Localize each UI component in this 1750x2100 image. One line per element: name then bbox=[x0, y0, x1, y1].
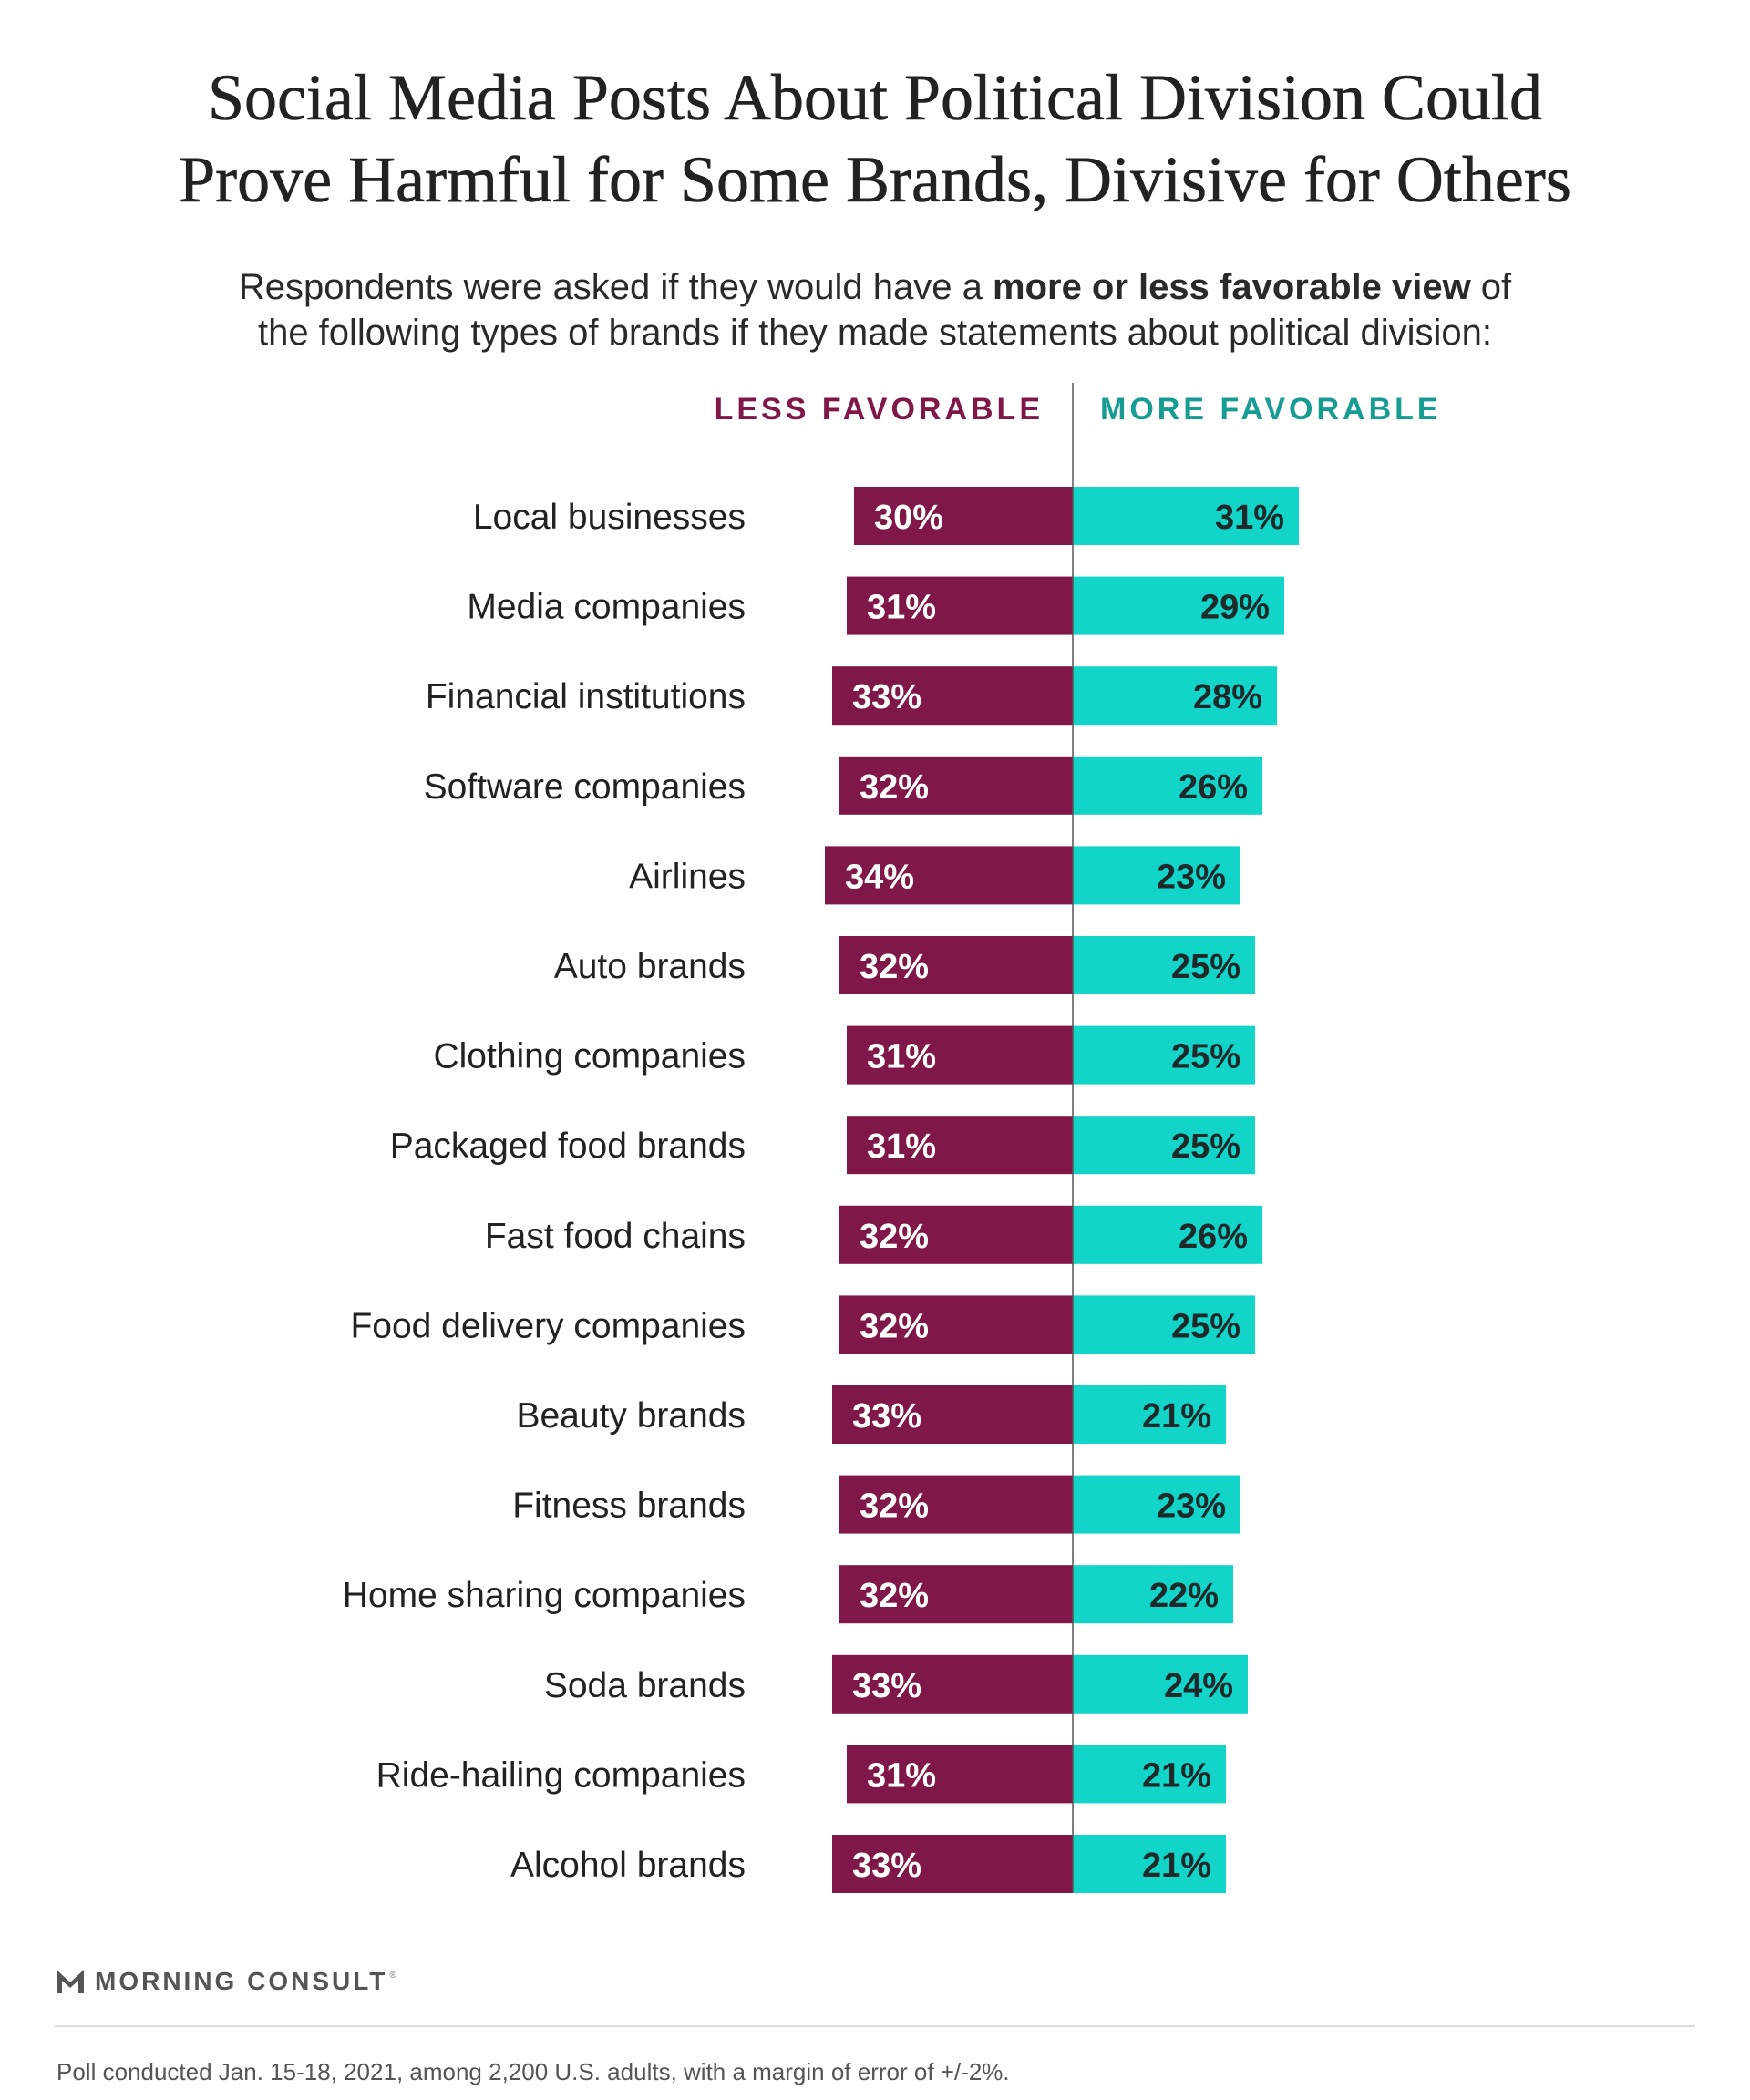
bar-more-favorable bbox=[1073, 1295, 1255, 1354]
subtitle-bold-text: more or less favorable view bbox=[993, 267, 1471, 307]
data-label-less-favorable: 33% bbox=[852, 1397, 921, 1436]
chart-title: Social Media Posts About Political Divis… bbox=[0, 57, 1750, 221]
bar-more-favorable bbox=[1073, 1205, 1262, 1264]
data-label-more-favorable: 25% bbox=[1171, 1127, 1240, 1166]
category-label: Airlines bbox=[629, 857, 746, 896]
data-label-more-favorable: 21% bbox=[1142, 1847, 1211, 1885]
legend-less-favorable: LESS FAVORABLE bbox=[715, 392, 1044, 427]
bar-more-favorable bbox=[1073, 1385, 1226, 1444]
category-label: Clothing companies bbox=[433, 1037, 746, 1076]
data-label-more-favorable: 21% bbox=[1142, 1756, 1211, 1795]
bar-more-favorable bbox=[1073, 936, 1255, 994]
data-label-more-favorable: 29% bbox=[1200, 589, 1270, 627]
bar-more-favorable bbox=[1073, 846, 1240, 905]
subtitle-line-2: the following types of brands if they ma… bbox=[257, 313, 1493, 353]
data-label-less-favorable: 31% bbox=[867, 589, 936, 627]
bar-less-favorable bbox=[825, 846, 1073, 905]
bar-less-favorable bbox=[832, 1654, 1073, 1714]
data-label-less-favorable: 32% bbox=[860, 1307, 929, 1345]
bar-less-favorable bbox=[839, 936, 1073, 994]
bar-more-favorable bbox=[1073, 1565, 1233, 1624]
data-label-more-favorable: 25% bbox=[1171, 1038, 1240, 1076]
data-label-less-favorable: 31% bbox=[867, 1127, 936, 1166]
bar-less-favorable bbox=[839, 1295, 1073, 1354]
morning-consult-m-icon bbox=[57, 1970, 84, 1993]
bar-less-favorable bbox=[839, 1205, 1073, 1264]
bar-less-favorable bbox=[839, 1565, 1073, 1624]
data-label-less-favorable: 33% bbox=[852, 678, 921, 716]
data-label-less-favorable: 32% bbox=[860, 1577, 929, 1615]
data-label-more-favorable: 24% bbox=[1164, 1667, 1233, 1705]
bar-less-favorable bbox=[839, 1475, 1073, 1534]
bar-less-favorable bbox=[847, 1116, 1073, 1175]
bar-more-favorable bbox=[1073, 1835, 1226, 1893]
category-label: Ride-hailing companies bbox=[376, 1755, 746, 1795]
category-label: Home sharing companies bbox=[343, 1576, 746, 1615]
bar-more-favorable bbox=[1073, 1475, 1240, 1534]
chart-title-line-2: Prove Harmful for Some Brands, Divisive … bbox=[179, 143, 1571, 217]
data-label-more-favorable: 21% bbox=[1142, 1397, 1211, 1436]
bar-more-favorable bbox=[1073, 487, 1299, 545]
category-label: Food delivery companies bbox=[350, 1306, 746, 1345]
source-note: Poll conducted Jan. 15-18, 2021, among 2… bbox=[57, 2058, 1010, 2085]
category-label: Media companies bbox=[467, 588, 746, 627]
chart-subtitle: Respondents were asked if they would hav… bbox=[0, 264, 1750, 355]
category-label: Soda brands bbox=[544, 1666, 746, 1705]
bar-less-favorable bbox=[832, 666, 1073, 726]
subtitle-text-a: Respondents were asked if they would hav… bbox=[238, 267, 993, 307]
data-label-less-favorable: 31% bbox=[867, 1038, 936, 1076]
diverging-bar-chart: LESS FAVORABLE MORE FAVORABLE Local busine… bbox=[343, 383, 1442, 1893]
bar-more-favorable bbox=[1073, 1745, 1226, 1804]
bar-less-favorable bbox=[847, 576, 1073, 635]
data-label-more-favorable: 25% bbox=[1171, 948, 1240, 986]
category-label: Beauty brands bbox=[516, 1396, 746, 1436]
bar-more-favorable bbox=[1073, 1116, 1255, 1175]
category-label: Software companies bbox=[424, 767, 746, 807]
bar-more-favorable bbox=[1073, 666, 1277, 726]
category-label: Alcohol brands bbox=[510, 1846, 746, 1885]
data-label-more-favorable: 22% bbox=[1149, 1577, 1219, 1615]
bar-less-favorable bbox=[847, 1025, 1073, 1085]
category-label: Fast food chains bbox=[485, 1217, 746, 1256]
category-label: Auto brands bbox=[554, 947, 746, 986]
data-label-more-favorable: 26% bbox=[1179, 1218, 1248, 1256]
bar-more-favorable bbox=[1073, 1654, 1248, 1714]
logo-registered-mark: ® bbox=[389, 1970, 396, 1981]
category-label: Fitness brands bbox=[512, 1487, 746, 1526]
data-label-more-favorable: 31% bbox=[1215, 499, 1284, 537]
legend-more-favorable: MORE FAVORABLE bbox=[1100, 392, 1442, 427]
bar-less-favorable bbox=[832, 1835, 1073, 1893]
data-label-less-favorable: 30% bbox=[874, 499, 943, 537]
category-label: Local businesses bbox=[473, 498, 746, 537]
subtitle-line-1: Respondents were asked if they would hav… bbox=[0, 264, 1750, 310]
chart-title-line-1: Social Media Posts About Political Divis… bbox=[207, 61, 1543, 135]
data-label-less-favorable: 34% bbox=[845, 858, 914, 896]
data-label-more-favorable: 23% bbox=[1157, 1488, 1226, 1526]
bar-less-favorable bbox=[832, 1385, 1073, 1444]
data-label-more-favorable: 23% bbox=[1157, 858, 1226, 896]
logo-text: MORNING CONSULT bbox=[95, 1967, 388, 1995]
data-label-more-favorable: 26% bbox=[1179, 768, 1248, 807]
data-label-more-favorable: 25% bbox=[1171, 1307, 1240, 1345]
morning-consult-logo: MORNING CONSULT ® bbox=[57, 1967, 396, 1996]
data-label-more-favorable: 28% bbox=[1193, 678, 1262, 716]
bar-less-favorable bbox=[854, 487, 1073, 545]
subtitle-text-b: of bbox=[1470, 267, 1512, 307]
bar-less-favorable bbox=[847, 1745, 1073, 1804]
bar-more-favorable bbox=[1073, 576, 1284, 635]
data-label-less-favorable: 32% bbox=[860, 948, 929, 986]
data-label-less-favorable: 33% bbox=[852, 1847, 921, 1885]
data-label-less-favorable: 32% bbox=[860, 1488, 929, 1526]
footer-divider bbox=[55, 2025, 1695, 2027]
bar-more-favorable bbox=[1073, 756, 1262, 815]
category-label: Packaged food brands bbox=[390, 1127, 746, 1166]
data-label-less-favorable: 32% bbox=[860, 1218, 929, 1256]
bar-more-favorable bbox=[1073, 1025, 1255, 1085]
bar-less-favorable bbox=[839, 756, 1073, 815]
data-label-less-favorable: 31% bbox=[867, 1756, 936, 1795]
data-label-less-favorable: 33% bbox=[852, 1667, 921, 1705]
category-label: Financial institutions bbox=[426, 677, 746, 716]
data-label-less-favorable: 32% bbox=[860, 768, 929, 807]
